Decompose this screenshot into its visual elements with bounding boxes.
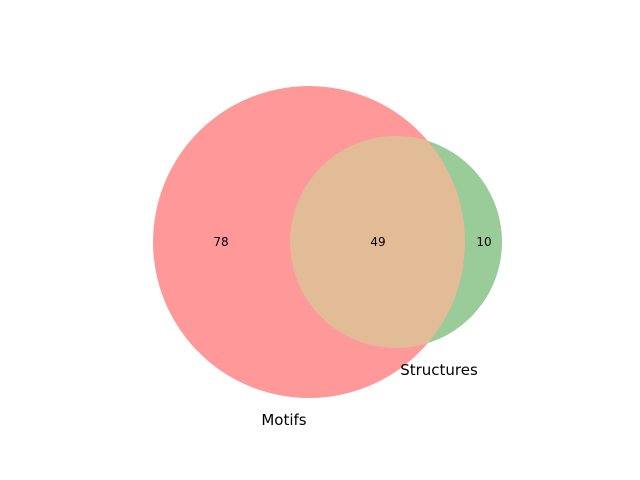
motifs-set-label: Motifs xyxy=(261,411,306,429)
structures-set-label: Structures xyxy=(400,361,478,379)
structures-only-count: 10 xyxy=(476,235,491,249)
intersection-count: 49 xyxy=(370,235,385,249)
motifs-only-count: 78 xyxy=(213,235,228,249)
intersection-region xyxy=(290,136,465,348)
